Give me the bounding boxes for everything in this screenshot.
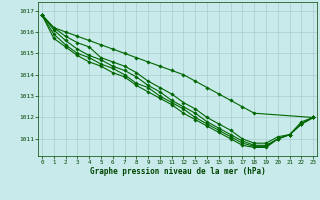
X-axis label: Graphe pression niveau de la mer (hPa): Graphe pression niveau de la mer (hPa)	[90, 167, 266, 176]
